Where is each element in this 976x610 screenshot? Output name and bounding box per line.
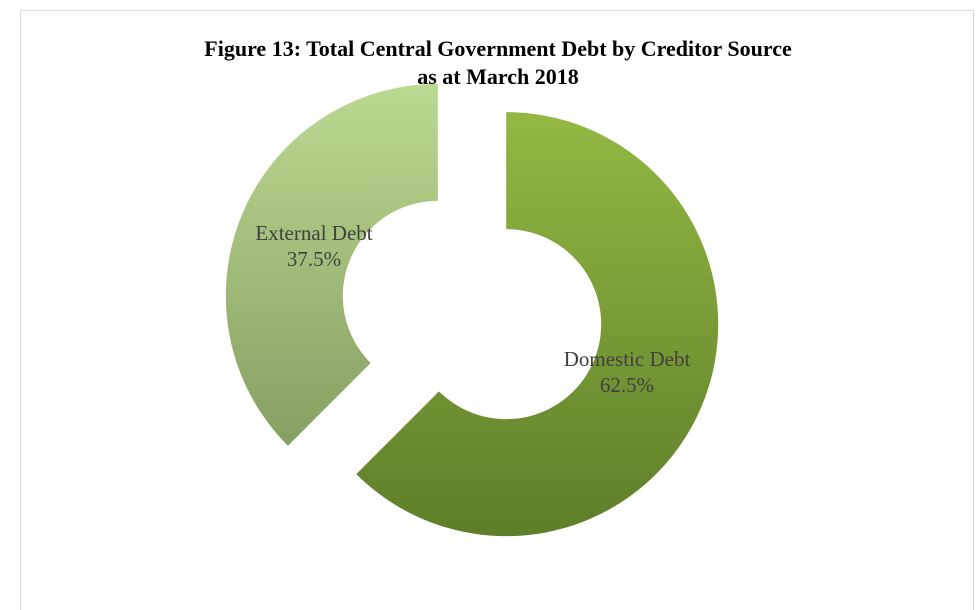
data-label-value: 62.5% bbox=[600, 373, 654, 397]
slices-layer bbox=[225, 83, 719, 537]
chart-title-line-2: as at March 2018 bbox=[417, 64, 579, 89]
data-label-external-debt: External Debt 37.5% bbox=[255, 221, 372, 271]
slice-domestic-debt bbox=[356, 112, 719, 537]
data-label-name: External Debt bbox=[255, 221, 372, 245]
data-label-domestic-debt: Domestic Debt 62.5% bbox=[564, 347, 691, 397]
chart-title: Figure 13: Total Central Government Debt… bbox=[21, 35, 975, 91]
labels-layer: Domestic Debt 62.5% External Debt 37.5% bbox=[255, 221, 690, 397]
chart-title-line-1: Figure 13: Total Central Government Debt… bbox=[204, 36, 792, 61]
data-label-value: 37.5% bbox=[287, 247, 341, 271]
data-label-name: Domestic Debt bbox=[564, 347, 691, 371]
slice-external-debt bbox=[225, 83, 438, 446]
